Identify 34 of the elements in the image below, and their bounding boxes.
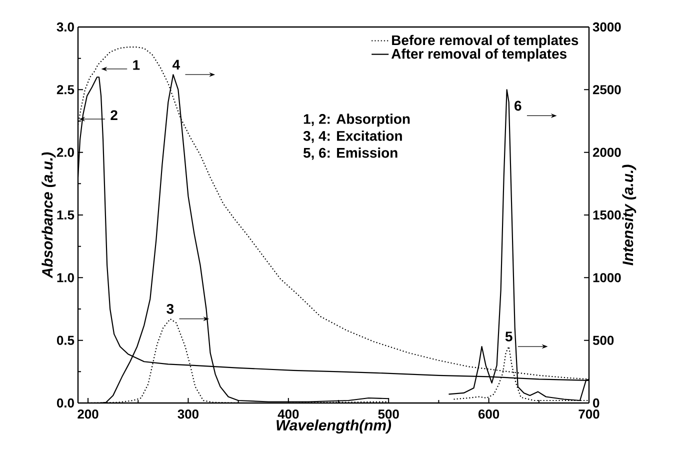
annotation: 5 (505, 332, 512, 342)
annotation: 6 (514, 100, 522, 111)
annotation: 1 (133, 60, 140, 70)
annotation: 3, 4: Excitation (303, 130, 402, 143)
y2-tick-label: 500 (592, 336, 614, 345)
y-axis-title: Absorbance (a.u.) (42, 152, 56, 278)
annotation: 3 (166, 304, 174, 314)
y2-axis-title: Intensity (a.u.) (622, 164, 636, 266)
annotation: 1, 2: Absorption (304, 114, 410, 127)
x-tick-label: 500 (378, 410, 399, 419)
y-tick-label: 0.5 (56, 336, 74, 345)
x-tick-label: 200 (78, 410, 98, 419)
annotation: 5, 6: Emission (303, 148, 398, 160)
legend-label: Before removal of templates (392, 34, 578, 48)
annotation: 4 (172, 60, 180, 70)
x-tick-label: 400 (278, 410, 299, 419)
y2-tick-label: 2000 (592, 148, 621, 157)
y-tick-label: 2.0 (56, 148, 74, 157)
x-tick-label: 700 (578, 410, 600, 419)
legend-label: After removal of templates (391, 48, 566, 62)
x-tick-label: 600 (478, 410, 500, 419)
x-axis-title: Wavelength(nm) (276, 420, 392, 434)
y-tick-label: 1.5 (57, 210, 74, 220)
annotation: 2 (110, 110, 118, 120)
y2-tick-label: 2500 (592, 85, 621, 94)
y2-tick-label: 1000 (593, 273, 621, 282)
x-tick-label: 300 (178, 410, 198, 419)
y2-tick-label: 1500 (593, 210, 621, 220)
y-tick-label: 2.5 (56, 85, 74, 94)
y2-tick-label: 3000 (592, 22, 621, 32)
y-tick-label: 1.0 (57, 273, 74, 282)
y-tick-label: 0.0 (56, 398, 74, 408)
y-tick-label: 3.0 (56, 22, 74, 32)
y2-tick-label: 0 (593, 398, 600, 408)
